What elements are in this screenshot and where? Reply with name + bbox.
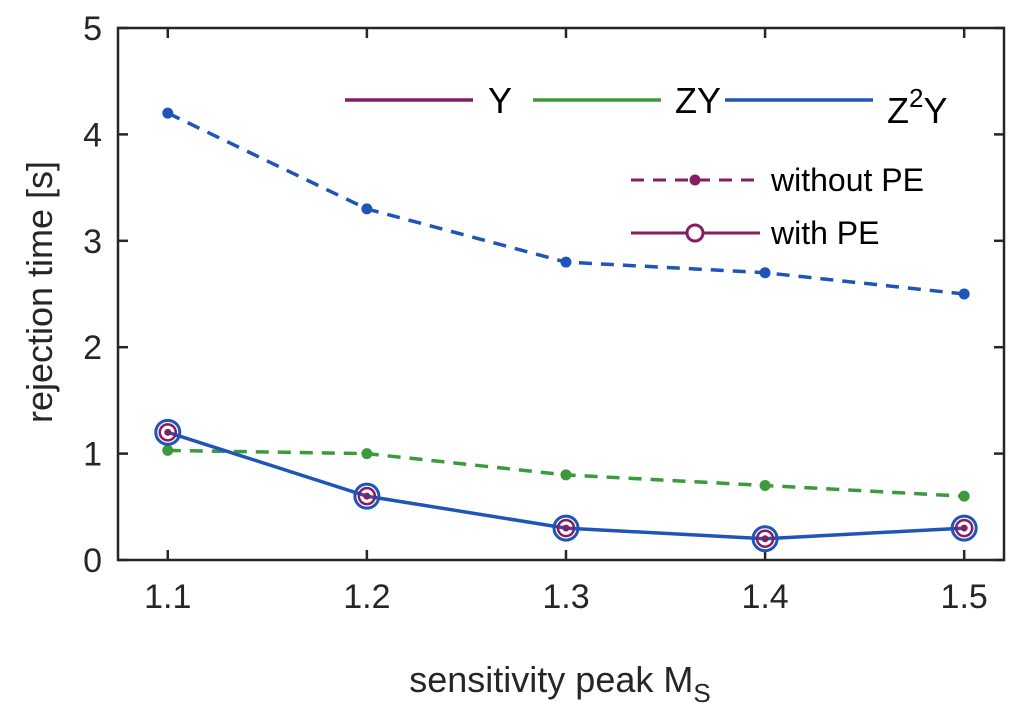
legend-entry-z2y: Z2Y bbox=[725, 83, 947, 131]
y-tick-label: 4 bbox=[83, 116, 102, 154]
data-point-outer bbox=[751, 525, 779, 553]
legend-marker-dot bbox=[689, 174, 701, 186]
data-point-ring bbox=[357, 486, 377, 506]
y-tick-label: 0 bbox=[83, 542, 102, 580]
data-point-center bbox=[363, 492, 371, 500]
y-tick-label: 3 bbox=[83, 223, 102, 261]
data-point-ring bbox=[158, 423, 178, 442]
data-point-outer bbox=[950, 514, 978, 542]
series-z2y-dashed bbox=[162, 107, 970, 300]
legend-label-z2y: Z2Y bbox=[887, 83, 947, 131]
data-point-outer bbox=[154, 418, 182, 446]
legend-entry-with-pe: with PE bbox=[631, 215, 879, 251]
legend-marker-ring bbox=[685, 223, 705, 243]
x-tick-label: 1.3 bbox=[542, 578, 589, 616]
legend-label-dashed: without PE bbox=[770, 162, 924, 198]
y-tick-label: 1 bbox=[83, 436, 102, 474]
y-axis-title: rejection time [s] bbox=[19, 161, 60, 423]
legend-entry-zy: ZY bbox=[533, 80, 721, 121]
data-point bbox=[958, 490, 970, 502]
data-point bbox=[958, 288, 970, 300]
series-zy-dashed bbox=[162, 444, 970, 502]
data-point-ring bbox=[954, 518, 974, 538]
legend-label-zy: ZY bbox=[675, 80, 721, 121]
x-tick-label: 1.2 bbox=[343, 578, 390, 616]
data-point bbox=[560, 469, 572, 481]
data-point-outer bbox=[353, 482, 381, 510]
x-tick-label: 1.1 bbox=[144, 578, 191, 616]
data-point-ring bbox=[755, 529, 775, 548]
data-point-center bbox=[562, 524, 570, 532]
legend-entry-y: Y bbox=[345, 80, 512, 121]
data-point bbox=[162, 107, 174, 119]
x-axis-title: sensitivity peak MS bbox=[409, 659, 710, 708]
legend-label-y: Y bbox=[488, 80, 512, 121]
data-point-center bbox=[960, 524, 968, 532]
data-point bbox=[361, 448, 373, 460]
y-tick-label: 2 bbox=[83, 329, 102, 367]
data-point-center bbox=[761, 535, 769, 543]
data-point-center bbox=[164, 428, 172, 436]
x-tick-label: 1.4 bbox=[741, 578, 788, 616]
y-tick-label: 5 bbox=[83, 10, 102, 48]
series-z2y-solid bbox=[154, 418, 978, 553]
data-point-ring bbox=[556, 518, 576, 538]
data-point bbox=[361, 203, 373, 215]
data-point-outer bbox=[552, 514, 580, 542]
series-layer bbox=[154, 107, 978, 553]
plot-frame bbox=[116, 26, 1006, 562]
data-point bbox=[162, 444, 174, 456]
data-point bbox=[759, 480, 771, 492]
legend: Y ZY Z2Y without PE with PE bbox=[345, 80, 947, 251]
axes-layer: 1.1 1.2 1.3 1.4 1.5 0 1 2 3 4 5 bbox=[83, 10, 1004, 616]
data-point bbox=[759, 267, 771, 279]
x-tick-label: 1.5 bbox=[941, 578, 988, 616]
legend-label-solid: with PE bbox=[770, 215, 879, 251]
data-point bbox=[560, 256, 572, 268]
legend-entry-without-pe: without PE bbox=[631, 162, 924, 198]
